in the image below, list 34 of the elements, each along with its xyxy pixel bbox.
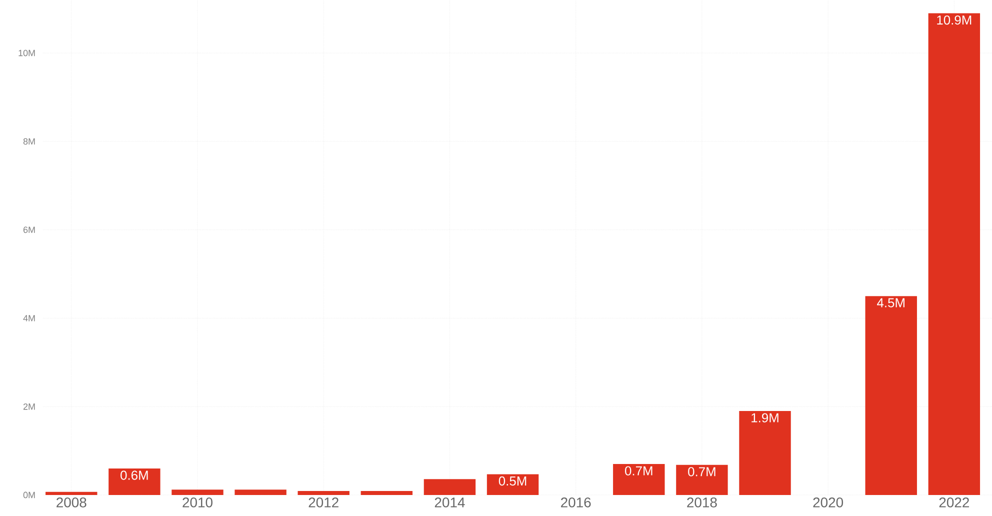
x-tick-label: 2010: [182, 497, 212, 508]
data-label: 10.9M: [937, 15, 972, 25]
bar: [928, 13, 980, 495]
data-label: 0.5M: [498, 476, 526, 486]
bar: [108, 468, 160, 495]
bar: [46, 492, 98, 495]
y-tick-label: 10M: [18, 50, 35, 56]
y-tick-label: 4M: [23, 315, 35, 322]
bar: [234, 490, 286, 495]
data-label: 4.5M: [877, 298, 904, 308]
bar: [676, 464, 728, 495]
data-label: 0.7M: [624, 466, 652, 476]
bar: [360, 491, 413, 495]
bar: [172, 490, 224, 495]
x-tick-label: 2012: [308, 497, 338, 508]
bar: [298, 491, 350, 495]
bar: [424, 479, 476, 495]
y-tick-label: 8M: [23, 138, 35, 145]
y-tick-label: 2M: [23, 403, 35, 410]
bar: [739, 411, 791, 495]
x-tick-label: 2008: [56, 497, 86, 508]
x-tick-label: 2022: [939, 497, 969, 508]
data-label: 1.9M: [752, 413, 778, 422]
x-tick-label: 2016: [561, 497, 591, 508]
y-tick-label: 6M: [23, 226, 35, 233]
x-tick-label: 2018: [687, 497, 717, 508]
x-tick-label: 2014: [434, 497, 465, 508]
x-tick-label: 2020: [813, 497, 844, 508]
bar: [613, 464, 665, 495]
data-label: 0.7M: [688, 467, 716, 476]
y-tick-label: 0M: [23, 492, 35, 498]
bar: [486, 474, 539, 495]
bar: [865, 296, 917, 495]
data-label: 0.6M: [120, 470, 148, 480]
